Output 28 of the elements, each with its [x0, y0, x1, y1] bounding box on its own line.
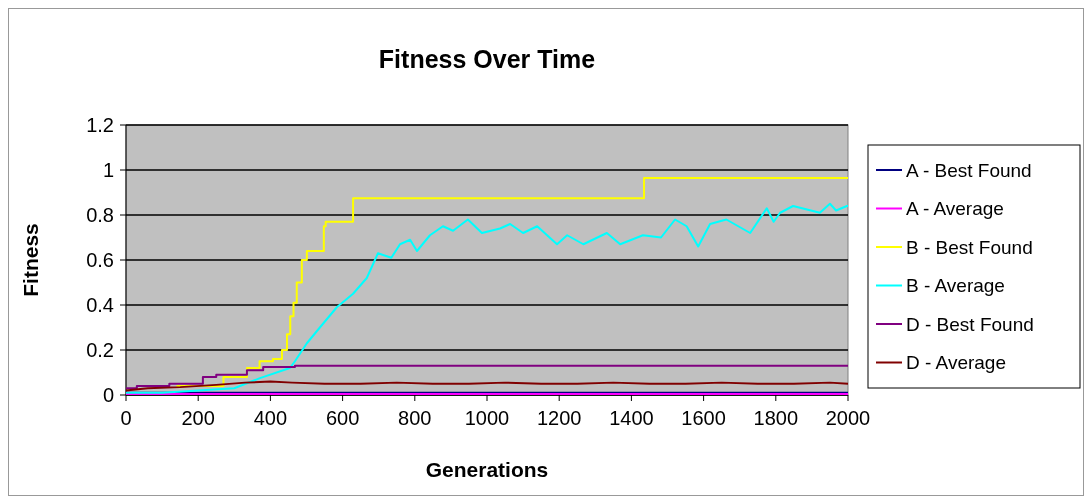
x-tick-label: 1200	[536, 407, 582, 429]
x-tick-label: 1400	[609, 407, 654, 429]
x-tick-label: 1000	[464, 407, 510, 429]
x-tick-label: 400	[253, 407, 288, 429]
legend-label: B - Average	[906, 275, 1005, 297]
legend-label: D - Best Found	[906, 313, 1034, 335]
x-tick-label: 1600	[681, 407, 726, 429]
y-tick-label: 0	[102, 384, 114, 406]
x-tick-label: 600	[325, 407, 360, 429]
y-tick-label: 0.2	[86, 339, 114, 361]
x-tick-label: 1800	[753, 407, 799, 429]
legend-label: D - Average	[906, 352, 1006, 374]
chart-title: Fitness Over Time	[378, 45, 596, 73]
y-tick-label: 0.4	[86, 294, 114, 316]
y-tick-label: 1.2	[86, 114, 114, 136]
legend-label: B - Best Found	[906, 236, 1033, 258]
x-tick-label: 200	[181, 407, 215, 429]
y-tick-label: 0.6	[86, 249, 114, 271]
y-tick-label: 1	[102, 159, 114, 181]
line-series	[125, 380, 849, 392]
y-axis-title: Fitness	[19, 223, 42, 297]
legend-label: A - Best Found	[906, 159, 1032, 181]
x-tick-label: 800	[398, 407, 432, 429]
x-tick-label: 0	[120, 407, 132, 429]
y-tick-label: 0.8	[86, 204, 114, 226]
legend-label: A - Average	[906, 198, 1004, 220]
x-tick-label: 2000	[825, 407, 871, 429]
x-axis-title: Generations	[425, 458, 549, 481]
